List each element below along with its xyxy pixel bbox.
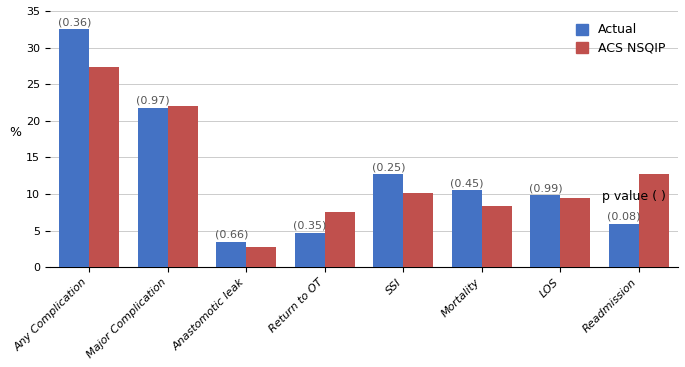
Bar [609,224,639,267]
Bar [560,198,590,267]
Text: (0.45): (0.45) [450,178,484,188]
Bar [168,106,197,267]
Y-axis label: %: % [9,126,21,139]
Text: p value ( ): p value ( ) [601,190,666,203]
Bar [452,190,482,267]
Bar [482,207,512,267]
Text: (0.36): (0.36) [58,17,91,27]
Bar [530,196,560,267]
Bar [138,108,168,267]
Text: (0.25): (0.25) [371,162,405,172]
Text: (0.35): (0.35) [293,221,327,230]
Text: (0.99): (0.99) [529,183,562,193]
Legend: Actual, ACS NSQIP: Actual, ACS NSQIP [569,17,672,61]
Bar [639,174,669,267]
Text: (0.66): (0.66) [214,229,248,239]
Bar [295,233,325,267]
Bar [373,174,403,267]
Bar [216,241,246,267]
Text: (0.08): (0.08) [607,212,640,222]
Bar [325,212,355,267]
Bar [89,67,119,267]
Text: (0.97): (0.97) [136,95,170,105]
Bar [403,193,433,267]
Bar [60,29,89,267]
Bar [246,247,276,267]
